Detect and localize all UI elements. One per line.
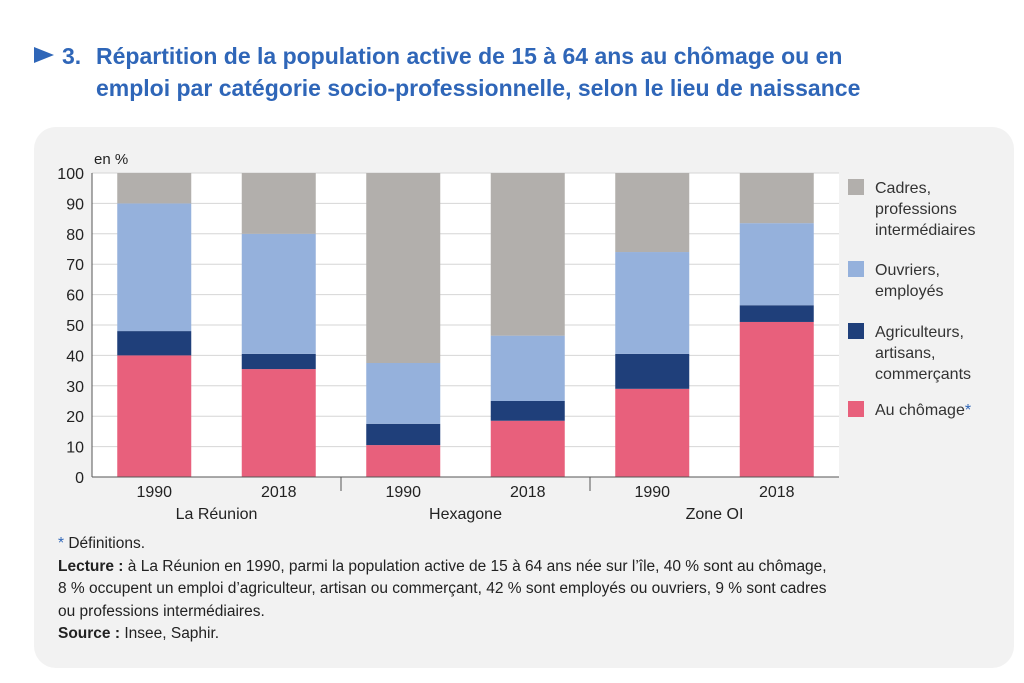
bar-segment xyxy=(739,173,814,224)
bar-segment xyxy=(366,423,441,446)
legend-swatch xyxy=(848,261,864,277)
y-tick-label: 0 xyxy=(75,470,84,487)
bar-segment xyxy=(739,321,814,477)
definitions-star: * xyxy=(965,402,971,419)
bar-segment xyxy=(241,233,316,354)
y-tick-label: 70 xyxy=(66,257,84,274)
source-text: Insee, Saphir. xyxy=(120,625,220,642)
bar-segment xyxy=(366,445,441,477)
bar-segment xyxy=(490,420,565,477)
x-tick-label: 2018 xyxy=(759,484,795,501)
source-label: Source : xyxy=(58,625,121,642)
y-tick-label: 30 xyxy=(66,379,84,396)
legend-swatch xyxy=(848,401,864,417)
y-tick-label: 60 xyxy=(66,288,84,305)
bar-segment xyxy=(241,353,316,370)
bar-segment xyxy=(615,353,690,389)
lecture-note: Lecture : à La Réunion en 1990, parmi la… xyxy=(58,556,988,624)
bar-segment xyxy=(117,203,192,332)
definitions-note[interactable]: * Définitions. xyxy=(58,533,988,556)
chart-title: 3. Répartition de la population active d… xyxy=(62,40,861,104)
chart-notes: * Définitions. Lecture : à La Réunion en… xyxy=(58,533,988,646)
legend-swatch xyxy=(848,179,864,195)
definitions-text: Définitions. xyxy=(64,535,146,552)
legend-swatch xyxy=(848,323,864,339)
group-label: Zone OI xyxy=(686,506,744,523)
y-tick-label: 100 xyxy=(57,166,84,183)
legend-label: Cadres, xyxy=(875,180,931,197)
chart-title-line2: emploi par catégorie socio-professionnel… xyxy=(96,75,861,101)
y-tick-label: 40 xyxy=(66,348,84,365)
x-tick-label: 1990 xyxy=(136,484,172,501)
y-tick-label: 80 xyxy=(66,227,84,244)
bar-segment xyxy=(117,331,192,356)
bar-segment xyxy=(490,173,565,336)
legend-label: commerçants xyxy=(875,366,971,383)
bar-segment xyxy=(490,335,565,401)
bar-segment xyxy=(615,252,690,354)
lecture-line3: ou professions intermédiaires. xyxy=(58,602,265,620)
lecture-line1: à La Réunion en 1990, parmi la populatio… xyxy=(123,557,827,575)
legend-label: professions xyxy=(875,201,957,218)
legend-label: employés xyxy=(875,283,943,300)
chart-number: 3. xyxy=(62,43,82,69)
lecture-line2: 8 % occupent un emploi d’agriculteur, ar… xyxy=(58,580,827,597)
lecture-label: Lecture : xyxy=(58,557,124,575)
bar-segment xyxy=(739,223,814,306)
chart-title-line1: Répartition de la population active de 1… xyxy=(96,43,843,69)
y-tick-label: 20 xyxy=(66,409,84,426)
bar-segment xyxy=(615,173,690,253)
bar-segment xyxy=(117,173,192,204)
legend-label: Agriculteurs, xyxy=(875,324,964,341)
unit-label: en % xyxy=(94,151,128,168)
y-tick-label: 90 xyxy=(66,196,84,213)
x-tick-label: 1990 xyxy=(385,484,421,501)
legend-label: Au chômage* xyxy=(875,402,971,419)
chart-panel: 0 10 20 30 40 50 60 70 80 90 100 en % 1990 2018 1990 20… xyxy=(34,127,1014,668)
triangle-right-icon xyxy=(34,47,54,63)
definitions-star: * xyxy=(58,535,65,552)
bar-segment xyxy=(241,173,316,234)
bar-segment xyxy=(241,369,316,477)
x-tick-label: 2018 xyxy=(261,484,297,501)
bar-segment xyxy=(366,363,441,424)
legend-label: intermédiaires xyxy=(875,222,975,239)
x-tick-label: 2018 xyxy=(510,484,546,501)
stacked-bar-chart: 0 10 20 30 40 50 60 70 80 90 100 en % 1990 2018 1990 20… xyxy=(57,151,975,523)
legend-label: Ouvriers, xyxy=(875,262,940,279)
bar-segment xyxy=(739,305,814,322)
bar-segment xyxy=(615,388,690,477)
y-tick-label: 10 xyxy=(66,440,84,457)
group-label: La Réunion xyxy=(176,506,258,523)
legend-label: artisans, xyxy=(875,345,935,362)
source-note: Source : Insee, Saphir. xyxy=(58,623,988,646)
bar-segment xyxy=(117,355,192,477)
bar-segment xyxy=(366,173,441,363)
x-tick-label: 1990 xyxy=(634,484,670,501)
bar-segment xyxy=(490,401,565,421)
y-tick-label: 50 xyxy=(66,318,84,335)
group-label: Hexagone xyxy=(429,506,502,523)
